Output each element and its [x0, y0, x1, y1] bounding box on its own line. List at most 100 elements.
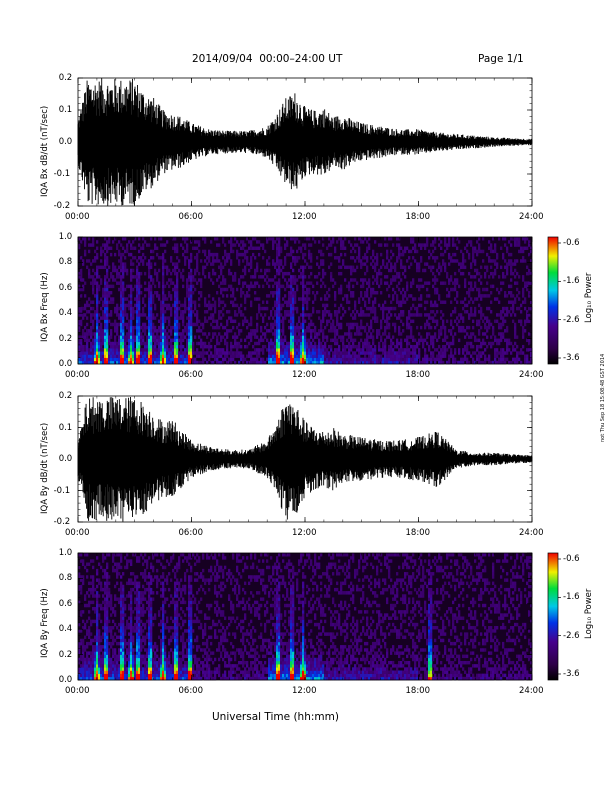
spectrogram-cell [526, 287, 529, 292]
spectrogram-cell [90, 354, 93, 358]
spectrogram-cell [354, 249, 357, 254]
spectrogram-cell [192, 284, 195, 289]
spectrogram-cell [78, 237, 81, 241]
spectrogram-cell [494, 262, 497, 266]
spectrogram-cell [498, 360, 501, 365]
spectrogram-cell [306, 341, 309, 346]
spectrogram-cell [84, 348, 87, 352]
spectrogram-cell [204, 319, 207, 324]
spectrogram-cell [260, 268, 263, 273]
spectrogram-cell [102, 310, 105, 314]
spectrogram-cell [514, 313, 517, 317]
spectrogram-cell [258, 351, 261, 355]
spectrogram-cell [186, 360, 189, 365]
spectrogram-cell [94, 667, 97, 671]
spectrogram-cell [94, 638, 97, 643]
spectrogram-cell [470, 306, 473, 311]
spectrogram-cell [302, 271, 305, 276]
spectrogram-cell [392, 357, 395, 362]
spectrogram-cell [132, 310, 135, 314]
spectrogram-cell [160, 332, 163, 336]
spectrogram-cell [212, 262, 215, 266]
spectrogram-cell [276, 252, 279, 257]
spectrogram-cell [170, 281, 173, 285]
spectrogram-cell [242, 357, 245, 362]
spectrogram-cell [78, 565, 81, 570]
spectrogram-cell [298, 256, 301, 260]
spectrogram-cell [416, 249, 419, 254]
spectrogram-cell [96, 290, 99, 295]
spectrogram-cell [180, 271, 183, 276]
spectrogram-cell [194, 360, 197, 365]
spectrogram-cell [170, 259, 173, 263]
spectrogram-cell [218, 325, 221, 330]
spectrogram-cell [278, 262, 281, 266]
spectrogram-cell [116, 325, 119, 330]
spectrogram-cell [414, 344, 417, 349]
spectrogram-cell [104, 600, 107, 605]
spectrogram-cell [470, 332, 473, 336]
spectrogram-cell [474, 249, 477, 254]
spectrogram-cell [244, 249, 247, 254]
spectrogram-cell [308, 275, 311, 279]
spectrogram-cell [292, 329, 295, 333]
spectrogram-cell [196, 256, 199, 260]
spectrogram-cell [292, 316, 295, 320]
spectrogram-cell [300, 357, 303, 362]
spectrogram-cell [412, 335, 415, 339]
spectrogram-cell [96, 271, 99, 276]
spectrogram-cell [364, 237, 367, 241]
spectrogram-cell [274, 329, 277, 333]
spectrogram-cell [356, 322, 359, 327]
spectrogram-cell [336, 354, 339, 358]
spectrogram-cell [526, 310, 529, 314]
spectrogram-cell [96, 297, 99, 301]
spectrogram-cell [172, 237, 175, 241]
spectrogram-cell [96, 300, 99, 304]
spectrogram-cell [484, 341, 487, 346]
spectrogram-cell [266, 262, 269, 266]
spectrogram-cell [148, 297, 151, 301]
spectrogram-cell [310, 256, 313, 260]
spectrogram-cell [88, 259, 91, 263]
spectrogram-cell [100, 259, 103, 263]
spectrogram-cell [186, 284, 189, 289]
spectrogram-cell [192, 348, 195, 352]
spectrogram-cell [94, 660, 97, 665]
spectrogram-cell [370, 344, 373, 349]
spectrogram-cell [242, 275, 245, 279]
spectrogram-cell [284, 300, 287, 304]
spectrogram-cell [106, 246, 109, 250]
spectrogram-cell [404, 357, 407, 362]
spectrogram-cell [446, 341, 449, 346]
spectrogram-cell [236, 240, 239, 244]
spectrogram-cell [528, 306, 531, 311]
spectrogram-cell [144, 303, 147, 308]
spectrogram-cell [80, 553, 83, 557]
spectrogram-cell [380, 354, 383, 358]
spectrogram-cell [142, 354, 145, 358]
spectrogram-cell [390, 313, 393, 317]
spectrogram-cell [174, 313, 177, 317]
spectrogram-cell [86, 657, 89, 662]
spectrogram-cell [502, 322, 505, 327]
spectrogram-cell [358, 313, 361, 317]
spectrogram-cell [506, 357, 509, 362]
spectrogram-cell [290, 319, 293, 324]
spectrogram-cell [160, 303, 163, 308]
spectrogram-cell [212, 335, 215, 339]
spectrogram-cell [486, 329, 489, 333]
spectrogram-cell [502, 310, 505, 314]
spectrogram-cell [396, 256, 399, 260]
spectrogram-cell [164, 259, 167, 263]
spectrogram-cell [288, 354, 291, 358]
spectrogram-cell [410, 357, 413, 362]
spectrogram-cell [312, 360, 315, 365]
spectrogram-cell [314, 344, 317, 349]
spectrogram-cell [84, 351, 87, 355]
spectrogram-cell [338, 322, 341, 327]
spectrogram-cell [238, 310, 241, 314]
spectrogram-cell [388, 259, 391, 263]
spectrogram-cell [400, 252, 403, 257]
spectrogram-cell [94, 354, 97, 358]
